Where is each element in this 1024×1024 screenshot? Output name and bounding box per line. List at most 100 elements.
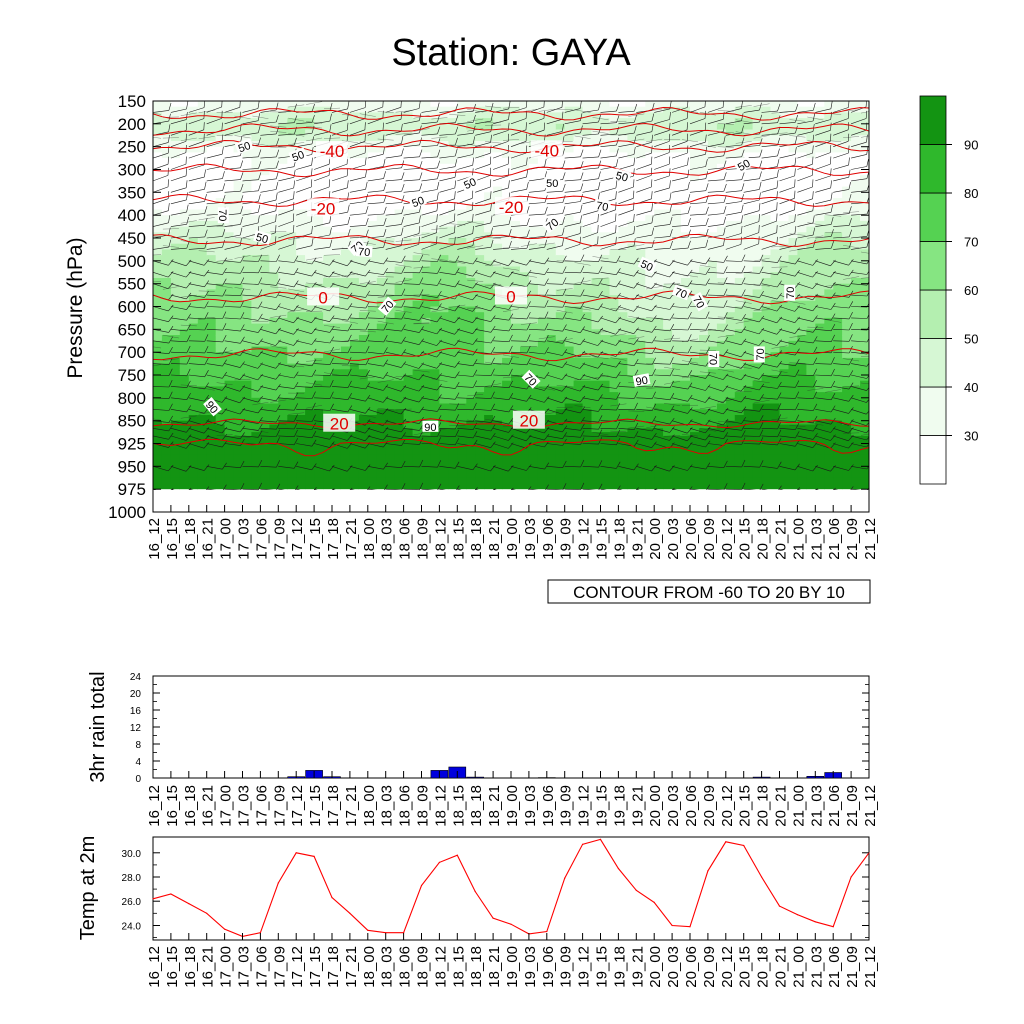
humidity-cell bbox=[788, 238, 798, 245]
humidity-cell bbox=[260, 443, 270, 456]
humidity-cell bbox=[358, 489, 369, 490]
humidity-cell bbox=[707, 435, 718, 441]
humidity-cell bbox=[806, 135, 816, 142]
humidity-cell bbox=[153, 435, 163, 441]
humidity-cell bbox=[555, 289, 566, 296]
humidity-cell bbox=[439, 135, 449, 142]
humidity-cell bbox=[448, 435, 458, 441]
humidity-cell bbox=[493, 175, 503, 182]
humidity-cell bbox=[170, 209, 181, 216]
humidity-cell bbox=[582, 363, 593, 370]
humidity-cell bbox=[743, 243, 754, 250]
humidity-cell bbox=[242, 123, 252, 131]
humidity-cell bbox=[305, 432, 315, 437]
humidity-cell bbox=[752, 101, 763, 108]
humidity-cell bbox=[681, 278, 691, 285]
humidity-cell bbox=[654, 220, 664, 228]
humidity-cell bbox=[358, 346, 369, 353]
humidity-cell bbox=[332, 466, 342, 479]
humidity-cell bbox=[663, 152, 673, 159]
humidity-cell bbox=[242, 300, 252, 308]
humidity-cell bbox=[367, 249, 378, 256]
humidity-cell bbox=[421, 295, 431, 302]
humidity-cell bbox=[448, 397, 458, 405]
humidity-cell bbox=[412, 420, 423, 426]
humidity-cell bbox=[528, 363, 539, 370]
humidity-cell bbox=[520, 158, 530, 165]
humidity-cell bbox=[716, 220, 727, 228]
humidity-cell bbox=[394, 420, 405, 426]
humidity-cell bbox=[546, 454, 557, 467]
humidity-cell bbox=[161, 323, 172, 330]
humidity-cell bbox=[385, 198, 396, 205]
humidity-cell bbox=[179, 243, 190, 250]
humidity-cell bbox=[493, 152, 503, 159]
humidity-cell bbox=[681, 283, 691, 290]
humidity-cell bbox=[367, 357, 378, 365]
humidity-cell bbox=[430, 329, 440, 336]
humidity-cell bbox=[385, 135, 396, 142]
humidity-cell bbox=[403, 357, 414, 365]
humidity-cell bbox=[564, 443, 575, 456]
humidity-cell bbox=[627, 312, 637, 319]
humidity-cell bbox=[448, 209, 458, 216]
humidity-cell bbox=[716, 146, 727, 153]
humidity-cell bbox=[412, 380, 423, 387]
humidity-cell bbox=[242, 243, 252, 250]
humidity-cell bbox=[752, 118, 763, 125]
humidity-cell bbox=[600, 435, 611, 441]
humidity-cell bbox=[269, 101, 279, 108]
humidity-cell bbox=[448, 424, 458, 429]
humidity-cell bbox=[528, 278, 539, 285]
humidity-cell bbox=[278, 232, 288, 239]
humidity-cell bbox=[403, 232, 414, 239]
humidity-cell bbox=[421, 232, 431, 239]
humidity-cell bbox=[260, 466, 270, 479]
humidity-cell bbox=[233, 312, 244, 319]
humidity-cell bbox=[761, 432, 772, 437]
humidity-cell bbox=[627, 357, 637, 365]
humidity-cell bbox=[421, 249, 431, 256]
humidity-cell bbox=[528, 186, 539, 193]
humidity-cell bbox=[475, 226, 485, 233]
humidity-cell bbox=[681, 363, 691, 370]
humidity-cell bbox=[278, 340, 288, 348]
humidity-cell bbox=[627, 346, 637, 353]
humidity-cell bbox=[197, 428, 208, 433]
humidity-cell bbox=[332, 443, 342, 456]
humidity-cell bbox=[564, 428, 575, 433]
humidity-cell bbox=[484, 255, 494, 262]
humidity-cell bbox=[367, 397, 378, 405]
humidity-cell bbox=[197, 278, 208, 285]
humidity-cell bbox=[179, 152, 190, 159]
humidity-cell bbox=[305, 352, 315, 359]
humidity-cell bbox=[564, 392, 575, 399]
humidity-cell bbox=[546, 335, 557, 342]
humidity-cell bbox=[618, 380, 628, 387]
humidity-cell bbox=[269, 272, 279, 279]
humidity-cell bbox=[215, 335, 226, 342]
humidity-cell bbox=[502, 439, 512, 445]
humidity-cell bbox=[206, 101, 217, 108]
humidity-cell bbox=[242, 135, 252, 142]
humidity-cell bbox=[349, 375, 360, 382]
humidity-cell bbox=[734, 106, 745, 113]
humidity-cell bbox=[645, 289, 655, 296]
humidity-cell bbox=[779, 192, 790, 199]
humidity-cell bbox=[770, 220, 781, 228]
humidity-cell bbox=[179, 369, 190, 376]
humidity-cell bbox=[197, 380, 208, 387]
humidity-cell bbox=[242, 106, 252, 113]
humidity-cell bbox=[654, 180, 664, 188]
humidity-cell bbox=[215, 152, 226, 159]
humidity-cell bbox=[752, 255, 763, 262]
humidity-cell bbox=[287, 215, 297, 222]
humidity-cell bbox=[170, 317, 181, 325]
humidity-cell bbox=[618, 215, 628, 222]
humidity-cell bbox=[224, 135, 235, 142]
humidity-cell bbox=[645, 403, 655, 410]
humidity-cell bbox=[672, 180, 682, 188]
humidity-cell bbox=[564, 323, 575, 330]
humidity-cell bbox=[591, 283, 602, 290]
humidity-cell bbox=[681, 101, 691, 108]
